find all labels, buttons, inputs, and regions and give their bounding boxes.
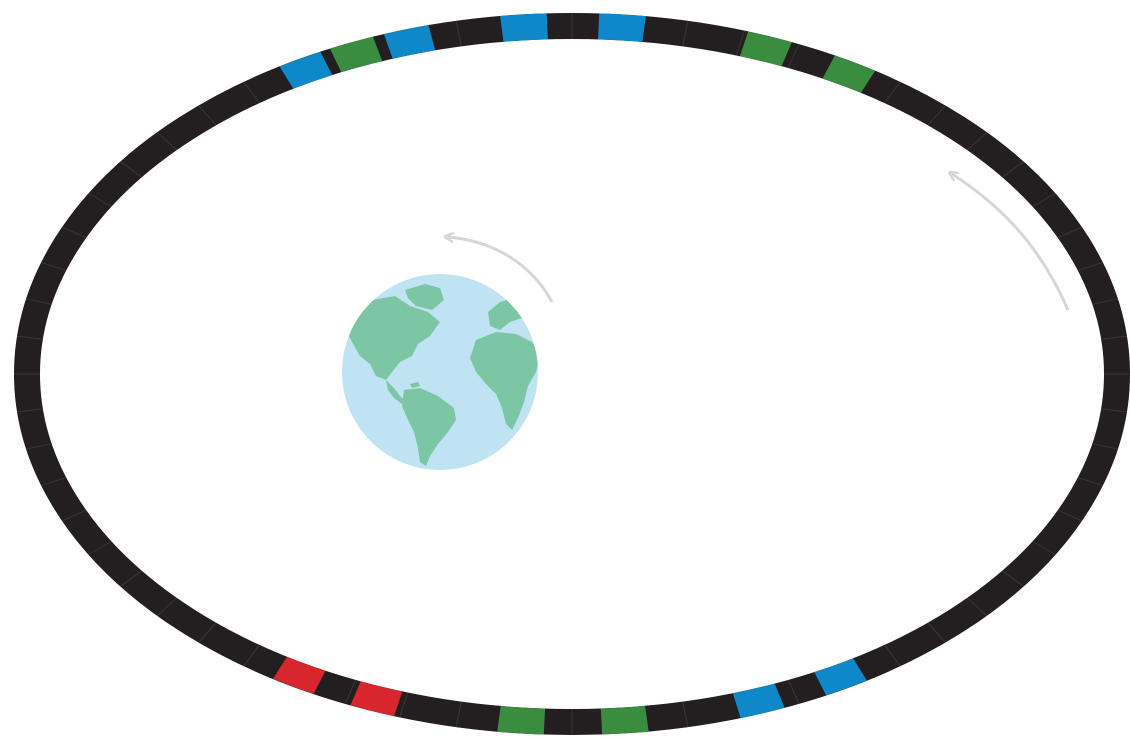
ring-divider-tick: [967, 597, 988, 616]
ring-divider-tick: [967, 132, 988, 151]
ring-divider-tick: [1057, 226, 1082, 239]
ring-divider-tick: [884, 81, 901, 104]
ring-segment-green: [330, 36, 383, 73]
ring-segment-blue: [814, 658, 867, 696]
ring-divider-tick: [62, 509, 87, 522]
ring-segment-green: [600, 705, 649, 735]
ring-divider-tick: [198, 105, 217, 126]
ring-divider-tick: [1092, 443, 1118, 450]
ring-divider-tick: [735, 30, 745, 56]
ring-divider-tick: [455, 20, 462, 47]
ring-divider-tick: [682, 701, 689, 728]
ring-divider-tick: [41, 477, 67, 487]
ring-segment-green: [739, 31, 792, 67]
ring-divider-tick: [26, 443, 52, 450]
ring-segment-green: [822, 55, 876, 93]
ring-divider-tick: [243, 81, 260, 104]
orbit-ring: [14, 13, 1130, 735]
ring-segment-red: [350, 681, 403, 717]
ring-divider-tick: [1101, 408, 1127, 413]
orbit-arrow-inner: [448, 237, 554, 303]
ring-divider-tick: [1032, 541, 1056, 555]
ring-divider-tick: [682, 20, 689, 47]
ring-divider-tick: [26, 298, 52, 305]
ring-segment-blue: [279, 51, 333, 89]
ring-divider-tick: [17, 408, 43, 413]
ring-colored-segments: [273, 13, 876, 735]
ring-segment-blue: [597, 13, 646, 42]
ring-divider-tick: [120, 570, 142, 587]
ring-divider-tick: [62, 226, 87, 239]
ring-divider-tick: [399, 692, 409, 718]
ring-divider-tick: [198, 622, 217, 643]
ring-divider-tick: [1077, 261, 1103, 271]
ring-divider-tick: [455, 701, 462, 728]
ring-divider-tick: [17, 335, 43, 340]
orbit-arrow-outer: [952, 174, 1070, 311]
ring-divider-tick: [884, 644, 901, 667]
ring-divider-tick: [927, 622, 946, 643]
ring-divider-tick: [344, 679, 357, 704]
ring-divider-tick: [1057, 509, 1082, 522]
ring-divider-tick: [156, 132, 177, 151]
ring-divider-tick: [156, 597, 177, 616]
ring-segment-blue: [732, 683, 785, 719]
earth-globe-icon: [342, 274, 538, 470]
ring-divider-tick: [927, 105, 946, 126]
ring-divider-tick: [1101, 335, 1127, 340]
ring-divider-tick: [41, 261, 67, 271]
ring-divider-tick: [1002, 570, 1024, 587]
ring-divider-tick: [1077, 477, 1103, 487]
ring-divider-tick: [1032, 193, 1056, 207]
ring-divider-tick: [1002, 161, 1024, 178]
ring-divider-tick: [88, 541, 112, 555]
ring-divider-tick: [787, 44, 800, 69]
ring-segment-blue: [500, 13, 548, 42]
ring-divider-tick: [1092, 298, 1118, 305]
ring-divider-tick: [243, 644, 260, 667]
ring-segment-green: [497, 705, 546, 735]
ring-segment-red: [273, 656, 326, 694]
ring-divider-tick: [120, 161, 142, 178]
ring-segment-blue: [383, 25, 436, 59]
ring-divider-tick: [88, 193, 112, 207]
ring-divider-tick: [787, 679, 800, 704]
